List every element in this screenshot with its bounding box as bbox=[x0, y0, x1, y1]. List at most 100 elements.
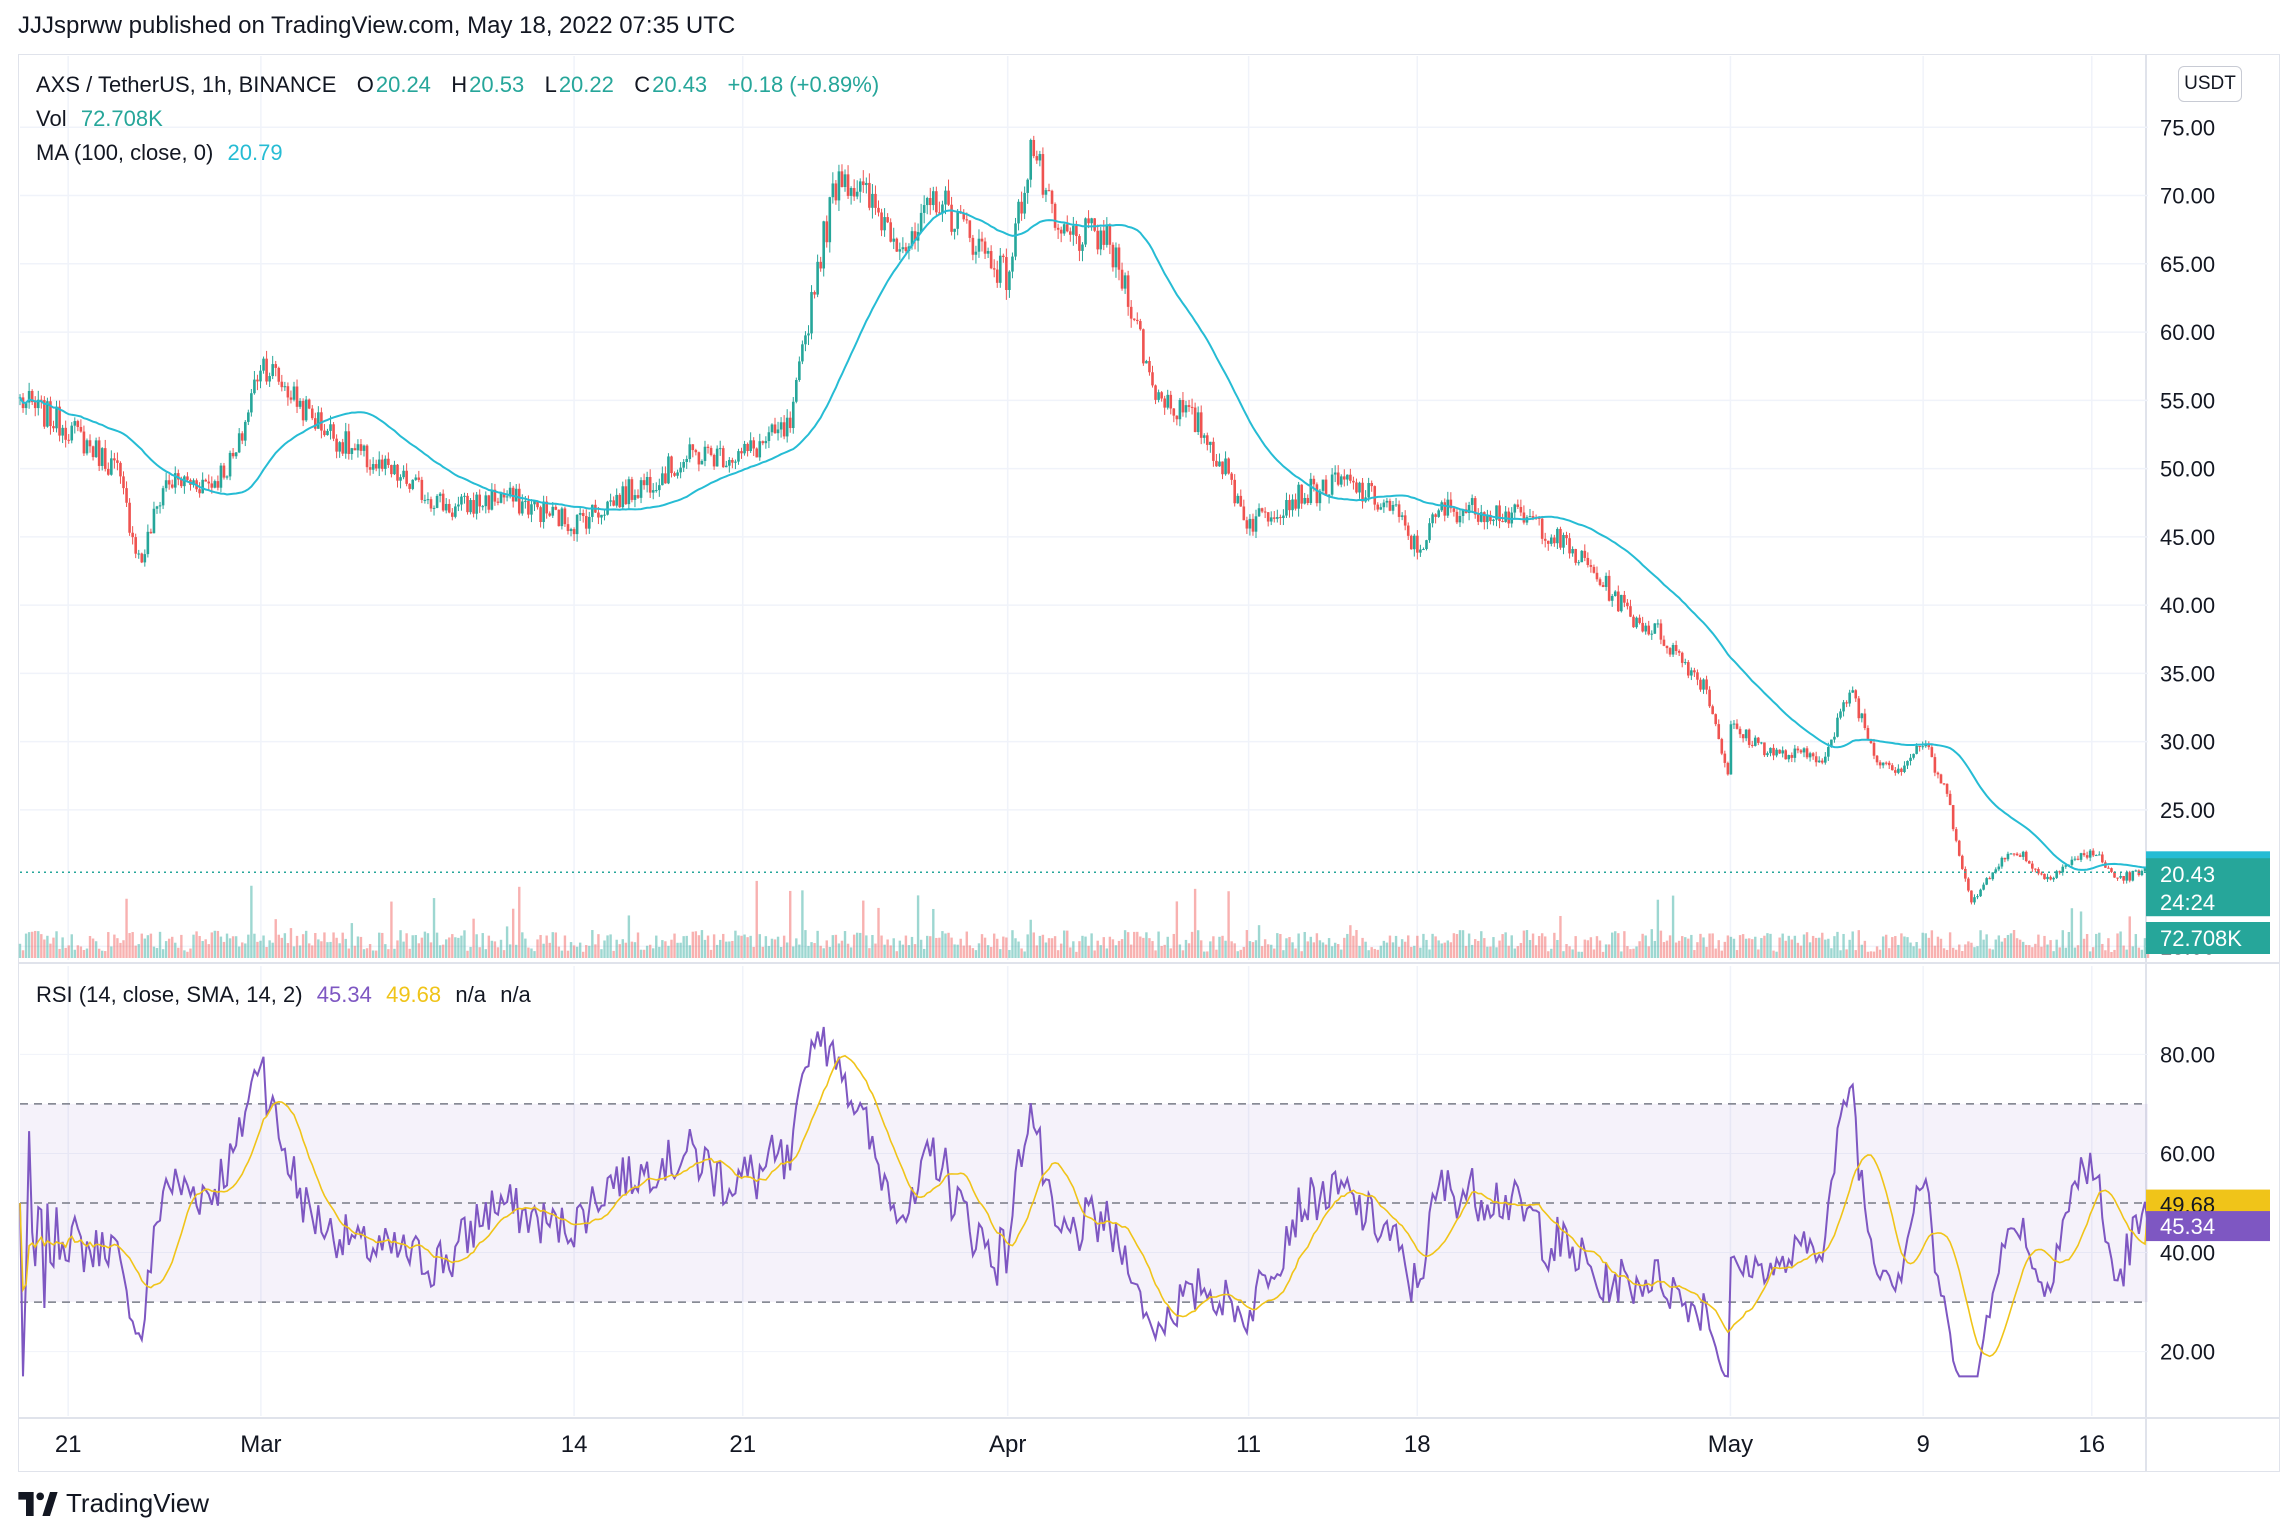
volume-bar bbox=[1038, 935, 1042, 958]
candle-body bbox=[27, 390, 31, 403]
price-tick-label: 50.00 bbox=[2160, 457, 2215, 482]
candle-body bbox=[1936, 772, 1940, 775]
ma-label[interactable]: MA (100, close, 0) bbox=[36, 140, 214, 165]
candle-body bbox=[1988, 878, 1991, 880]
volume-bar bbox=[1772, 950, 1775, 958]
volume-bar bbox=[396, 940, 399, 958]
candle-body bbox=[457, 504, 460, 507]
volume-bar bbox=[1738, 935, 1742, 958]
candle-body bbox=[420, 479, 424, 500]
volume-bar bbox=[956, 944, 959, 958]
volume-bar bbox=[1714, 948, 1717, 958]
candle-body bbox=[399, 477, 402, 481]
candle-body bbox=[1656, 623, 1660, 625]
volume-bar bbox=[1644, 935, 1647, 958]
volume-bar bbox=[1547, 951, 1550, 958]
symbol-name[interactable]: AXS / TetherUS, 1h, BINANCE bbox=[36, 72, 337, 97]
candle-body bbox=[1178, 399, 1182, 420]
candle-body bbox=[587, 516, 591, 529]
volume-bar bbox=[1035, 945, 1039, 958]
candle-body bbox=[804, 335, 807, 345]
volume-bar bbox=[2015, 938, 2019, 958]
volume-label[interactable]: Vol bbox=[36, 106, 67, 131]
candle-body bbox=[2052, 877, 2055, 880]
volume-bar bbox=[1105, 948, 1109, 958]
candle-body bbox=[222, 465, 226, 478]
candle-body bbox=[895, 238, 899, 252]
candle-body bbox=[438, 493, 442, 496]
volume-bar bbox=[566, 950, 570, 958]
currency-unit-button[interactable]: USDT bbox=[2178, 66, 2242, 102]
volume-bar bbox=[530, 948, 533, 958]
volume-bar bbox=[183, 950, 186, 958]
volume-bar bbox=[1662, 942, 1666, 958]
volume-bar bbox=[2076, 945, 2080, 958]
volume-bar bbox=[508, 944, 512, 958]
candle-body bbox=[1884, 762, 1888, 764]
volume-bar bbox=[694, 931, 698, 958]
volume-bar bbox=[789, 890, 792, 958]
volume-bar bbox=[466, 950, 469, 958]
candle-body bbox=[265, 358, 268, 382]
candle-body bbox=[1964, 868, 1967, 879]
volume-bar bbox=[603, 940, 606, 958]
rsi-label[interactable]: RSI (14, close, SMA, 14, 2) bbox=[36, 982, 303, 1007]
volume-bar bbox=[779, 946, 783, 958]
candle-body bbox=[1760, 742, 1763, 744]
volume-bar bbox=[572, 945, 576, 958]
candle-body bbox=[1400, 515, 1404, 517]
candle-body bbox=[301, 400, 305, 421]
volume-bar bbox=[256, 941, 259, 958]
candle-body bbox=[1738, 728, 1742, 735]
volume-bar bbox=[247, 934, 250, 958]
volume-bar bbox=[1601, 951, 1605, 958]
candle-body bbox=[1312, 478, 1316, 485]
volume-bar bbox=[469, 946, 472, 958]
candle-body bbox=[173, 473, 177, 488]
candle-body bbox=[1288, 500, 1291, 511]
candle-body bbox=[1269, 517, 1273, 522]
candle-body bbox=[481, 506, 485, 508]
candle-body bbox=[1416, 535, 1419, 553]
candle-body bbox=[1878, 762, 1882, 766]
candle-body bbox=[94, 440, 98, 458]
volume-bar bbox=[1544, 936, 1547, 958]
candle-body bbox=[956, 211, 959, 229]
close-label: C bbox=[634, 72, 651, 97]
candle-body bbox=[1114, 247, 1118, 268]
volume-bar bbox=[207, 944, 210, 958]
volume-bar bbox=[1230, 941, 1233, 958]
candle-body bbox=[432, 507, 436, 509]
volume-bar bbox=[1997, 935, 2001, 958]
volume-bar bbox=[685, 935, 688, 958]
volume-bar bbox=[639, 949, 643, 958]
volume-bar bbox=[146, 935, 150, 958]
volume-bar bbox=[374, 950, 378, 958]
candle-body bbox=[910, 231, 914, 247]
volume-bar bbox=[588, 945, 591, 958]
volume-bar bbox=[1358, 945, 1361, 958]
volume-bar bbox=[2095, 933, 2098, 958]
volume-bar bbox=[1145, 932, 1148, 958]
volume-bar bbox=[1723, 941, 1727, 958]
candle-body bbox=[1285, 500, 1288, 516]
candle-body bbox=[1041, 154, 1045, 195]
volume-bar bbox=[585, 945, 588, 958]
volume-bar bbox=[621, 939, 624, 958]
candle-body bbox=[1650, 633, 1654, 635]
volume-bar bbox=[855, 932, 859, 958]
candle-body bbox=[113, 458, 116, 461]
volume-bar bbox=[1133, 931, 1136, 958]
candle-body bbox=[1443, 502, 1447, 516]
candle-body bbox=[1945, 783, 1949, 794]
candle-body bbox=[1151, 372, 1154, 386]
volume-bar bbox=[719, 939, 722, 958]
candle-body bbox=[2064, 865, 2068, 867]
footer-brand[interactable]: TradingView bbox=[18, 1488, 209, 1519]
volume-bar bbox=[1854, 950, 1857, 958]
candle-body bbox=[1948, 793, 1952, 806]
candle-body bbox=[1586, 557, 1590, 566]
candle-body bbox=[2140, 870, 2144, 876]
candle-body bbox=[2073, 858, 2077, 860]
